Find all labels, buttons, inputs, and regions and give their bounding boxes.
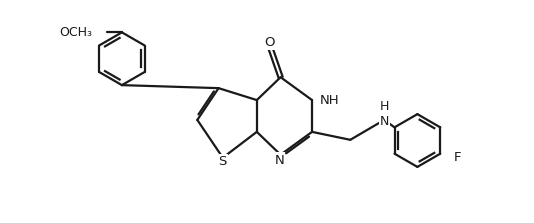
Text: NH: NH <box>320 94 340 107</box>
Text: S: S <box>218 155 227 168</box>
Text: N: N <box>274 153 285 167</box>
Text: OCH₃: OCH₃ <box>59 26 92 39</box>
Text: O: O <box>264 36 275 49</box>
Text: F: F <box>453 151 461 164</box>
Text: H
N: H N <box>380 100 389 128</box>
